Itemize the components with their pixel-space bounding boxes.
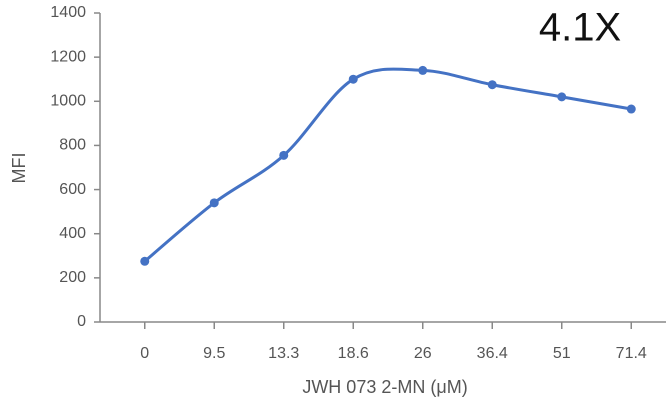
point [557,92,567,102]
x-axis-label: JWH 073 2-MN (μM) [302,377,467,397]
annotation: 4.1X [539,6,621,50]
y-tick-label: 0 [77,313,86,330]
point [209,198,219,208]
y-axis-label: MFI [9,153,29,184]
y-tick-label: 200 [59,269,86,286]
y-tick-label: 1200 [50,48,86,65]
x-tick-label: 0 [140,345,149,362]
x-tick-label: 26 [414,345,432,362]
point [279,150,289,160]
x-tick-label: 13.3 [268,345,299,362]
y-tick-label: 1000 [50,93,86,110]
x-tick-label: 51 [553,345,571,362]
point [487,80,497,90]
point [348,74,358,84]
point [626,104,636,114]
point [418,65,428,75]
point [140,256,150,266]
y-tick-label: 1400 [50,4,86,21]
y-tick-label: 600 [59,181,86,198]
x-tick-label: 18.6 [338,345,369,362]
x-tick-label: 36.4 [477,345,508,362]
y-tick-label: 800 [59,137,86,154]
x-tick-label: 71.4 [616,345,647,362]
y-tick-label: 400 [59,225,86,242]
x-tick-label: 9.5 [203,345,225,362]
